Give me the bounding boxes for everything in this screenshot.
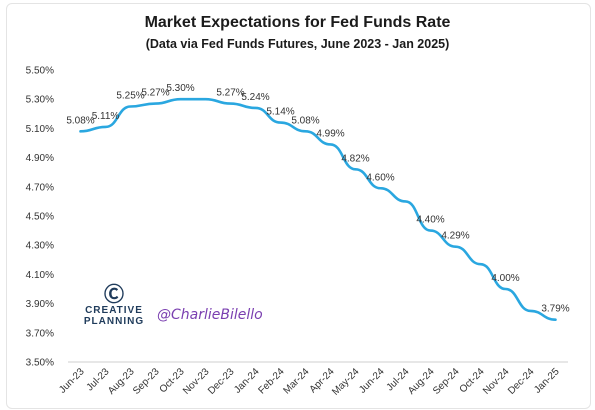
data-label: 4.29% (441, 231, 469, 242)
y-tick-label: 4.30% (26, 241, 54, 252)
data-label: 5.27% (216, 88, 244, 99)
data-label: 3.79% (541, 304, 569, 315)
data-label: 4.40% (416, 215, 444, 226)
x-tick-label: Sep-23 (131, 366, 162, 397)
data-label: 5.14% (266, 107, 294, 118)
x-tick-label: Jan-25 (532, 366, 562, 396)
y-axis: 3.50% 3.70% 3.90% 4.10% 4.30% 4.50% 4.70% 4.90%… (26, 66, 54, 369)
x-tick-label: Jan-24 (232, 366, 262, 396)
x-tick-label: Mar-24 (281, 366, 311, 396)
y-tick-label: 3.50% (26, 358, 54, 369)
logo-mark-icon: Ⓒ (104, 284, 124, 306)
series-line (79, 97, 557, 321)
x-tick-label: Feb-24 (256, 366, 286, 396)
y-tick-label: 4.90% (26, 153, 54, 164)
x-tick-label: Dec-23 (206, 366, 237, 397)
y-tick-label: 4.50% (26, 212, 54, 223)
x-tick-label: Jun-23 (57, 366, 87, 396)
author-handle: @CharlieBilello (157, 307, 263, 323)
x-tick-label: Sep-24 (431, 366, 462, 397)
y-tick-label: 3.70% (26, 328, 54, 339)
data-label: 4.99% (316, 128, 344, 139)
creative-planning-logo: Ⓒ CREATIVE PLANNING (74, 285, 154, 327)
data-label: 4.60% (366, 172, 394, 183)
y-tick-label: 3.90% (26, 299, 54, 310)
x-tick-label: Nov-23 (181, 366, 212, 397)
logo-line2: PLANNING (83, 316, 145, 327)
x-tick-label: Aug-24 (406, 366, 437, 397)
chart-card (6, 3, 591, 409)
data-label: 5.25% (116, 91, 144, 102)
x-axis: Jun-23Jul-23Aug-23Sep-23Oct-23Nov-23Dec-… (57, 366, 562, 398)
chart-title: Market Expectations for Fed Funds Rate (144, 14, 451, 31)
data-label: 4.00% (491, 273, 519, 284)
y-tick-label: 4.10% (26, 270, 54, 281)
data-labels: 5.08%5.11%5.25%5.27%5.30% 5.27%5.24%5.14%… (66, 83, 569, 314)
y-tick-label: 4.70% (26, 182, 54, 193)
y-tick-label: 5.30% (26, 95, 54, 106)
data-label: 5.08% (66, 115, 94, 126)
x-tick-label: May-24 (330, 366, 362, 398)
data-label: 4.82% (341, 153, 369, 164)
y-tick-label: 5.50% (26, 66, 54, 77)
y-tick-label: 5.10% (26, 124, 54, 135)
data-label: 5.24% (241, 92, 269, 103)
logo-line1: CREATIVE (85, 305, 143, 316)
data-label: 5.30% (166, 83, 194, 94)
x-tick-label: Jun-24 (357, 366, 387, 396)
x-tick-label: Dec-24 (506, 366, 537, 397)
x-tick-label: Aug-23 (106, 366, 137, 397)
x-tick-label: Nov-24 (481, 366, 512, 397)
data-label: 5.11% (92, 111, 120, 122)
data-label: 5.27% (141, 88, 169, 99)
data-label: 5.08% (291, 115, 319, 126)
chart-subtitle: (Data via Fed Funds Futures, June 2023 -… (145, 37, 450, 51)
